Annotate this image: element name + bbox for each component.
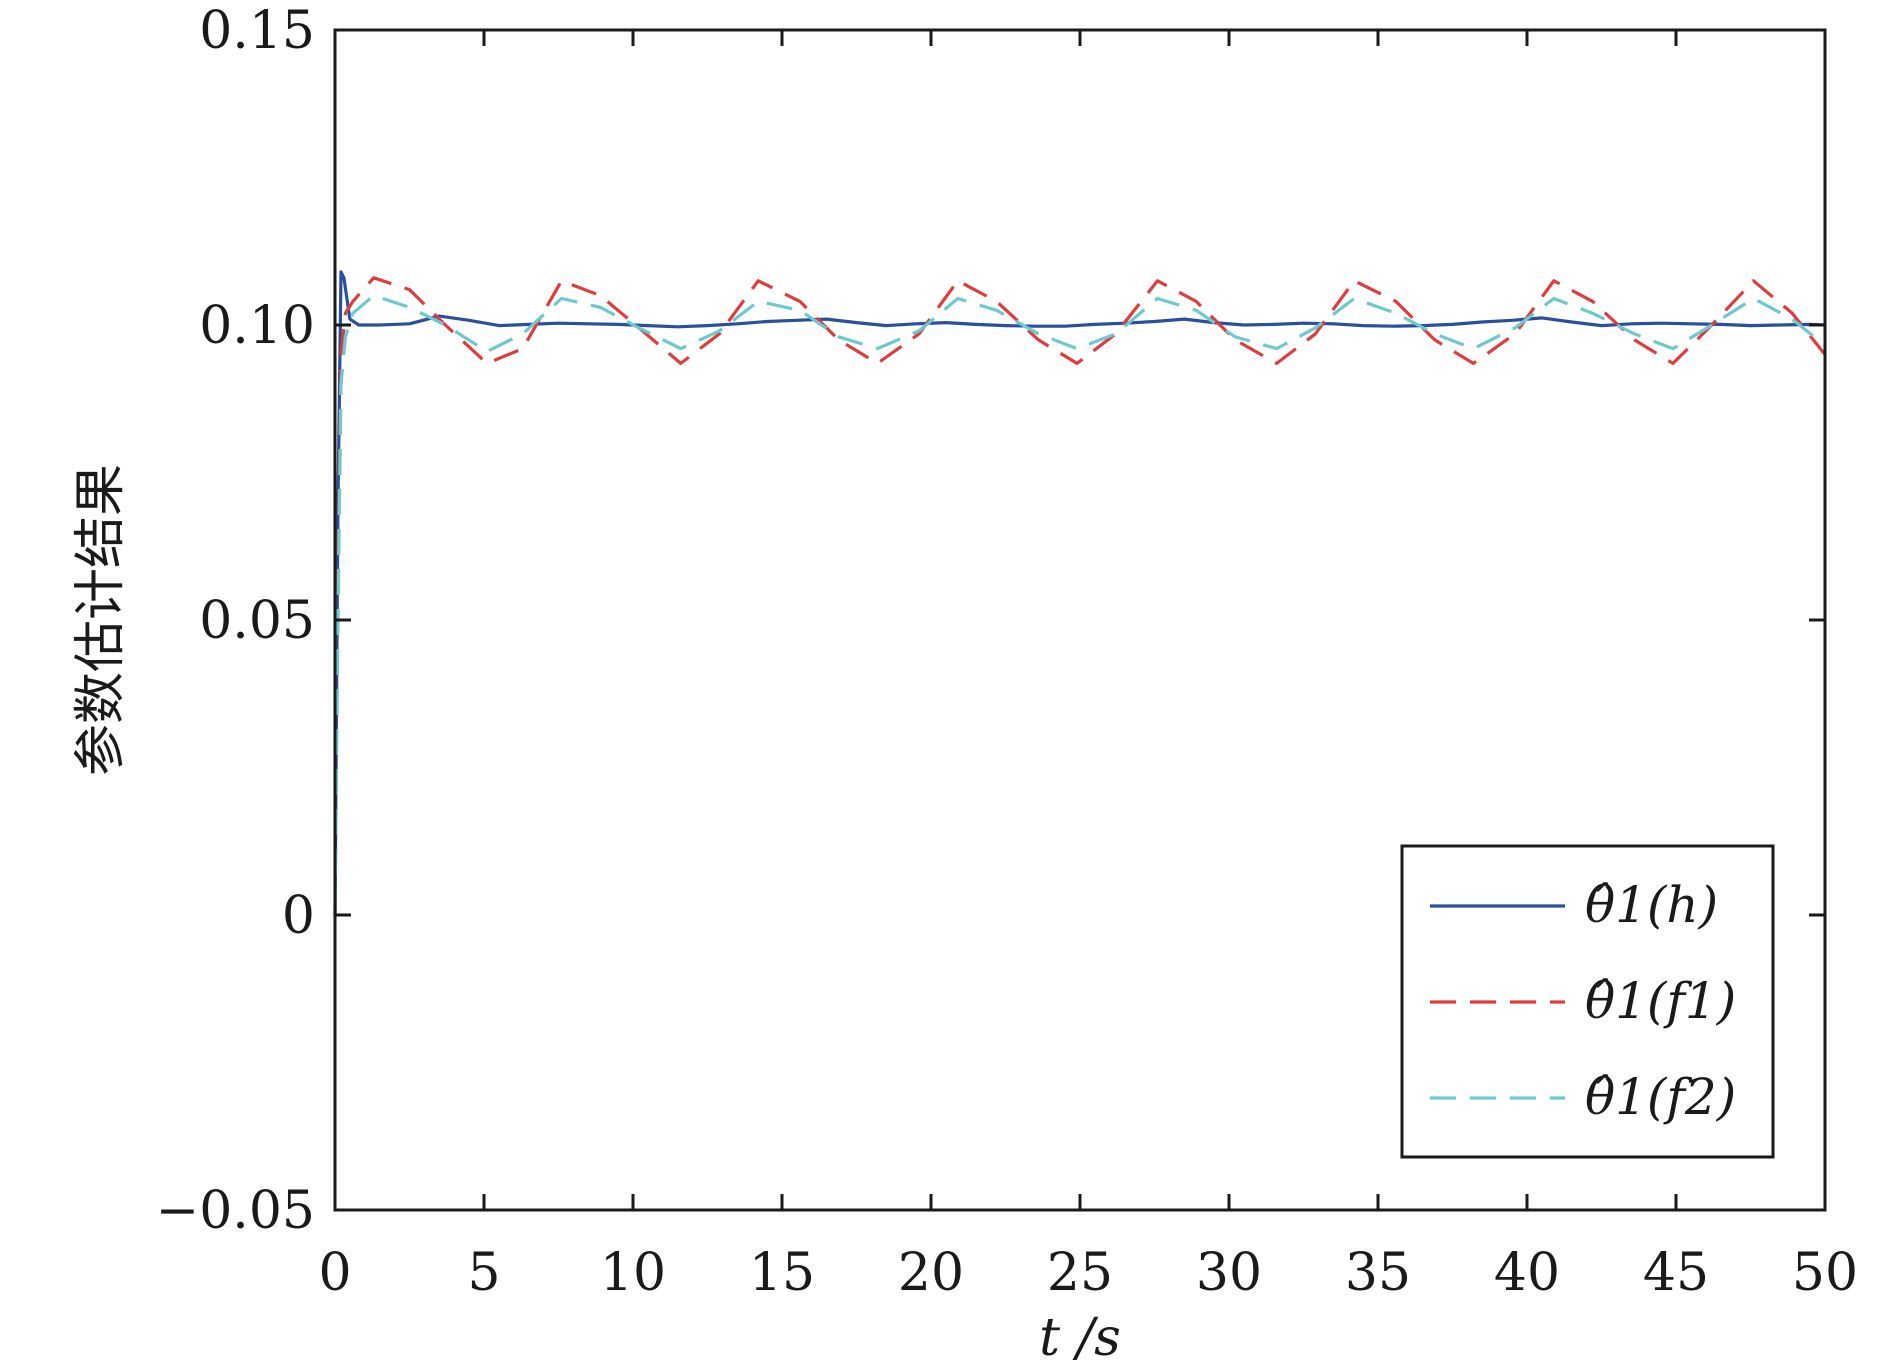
series-line-1 <box>333 270 1826 916</box>
x-tick-label: 35 <box>1345 1243 1411 1303</box>
legend-label: θ̂1(f1) <box>1585 972 1736 1030</box>
legend-items: θ̂1(h) θ̂1(f1) θ̂1(f2) <box>1430 876 1736 1126</box>
x-tick-label: 15 <box>749 1243 815 1303</box>
x-tick-label: 50 <box>1792 1243 1858 1303</box>
series-layer <box>333 270 1827 916</box>
x-tick-label: 45 <box>1643 1243 1709 1303</box>
x-tick-label: 25 <box>1047 1243 1113 1303</box>
y-tick-label: 0 <box>282 886 315 946</box>
x-axis-title: t /s <box>1039 1308 1121 1368</box>
y-tick-label: 0.05 <box>199 591 315 651</box>
legend: θ̂1(h) θ̂1(f1) θ̂1(f2) <box>1400 844 1775 1159</box>
legend-label: θ̂1(h) <box>1585 876 1718 934</box>
y-tick-label: 0.15 <box>199 1 315 61</box>
y-tick-label: −0.05 <box>156 1181 315 1241</box>
y-tick-label: 0.10 <box>199 296 315 356</box>
y-axis-title: 参数估计结果 <box>71 464 131 776</box>
x-tick-label: 0 <box>318 1243 351 1303</box>
series-line-3 <box>333 293 1827 916</box>
x-tick-label: 30 <box>1196 1243 1262 1303</box>
x-tick-label: 20 <box>898 1243 964 1303</box>
x-tick-label: 5 <box>467 1243 500 1303</box>
legend-label: θ̂1(f2) <box>1585 1068 1736 1126</box>
legend-box <box>1400 844 1775 1159</box>
series-line-2 <box>333 276 1827 916</box>
x-tick-label: 40 <box>1494 1243 1560 1303</box>
x-tick-label: 10 <box>600 1243 666 1303</box>
